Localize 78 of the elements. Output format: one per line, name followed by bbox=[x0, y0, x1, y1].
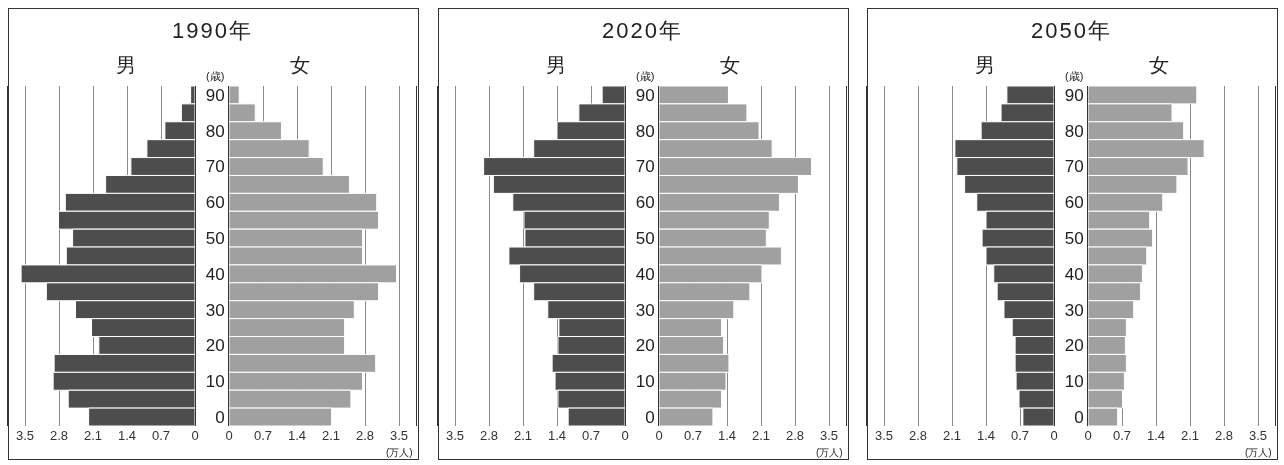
x-tick-label: 2.1 bbox=[83, 428, 103, 443]
x-tick-label: 2.1 bbox=[321, 428, 341, 443]
x-tick-label: 0.7 bbox=[683, 428, 703, 443]
y-tick-label: 0 bbox=[645, 408, 655, 427]
y-tick-label: 30 bbox=[205, 300, 225, 320]
x-tick-label: 2.8 bbox=[908, 428, 928, 443]
y-tick-label: 60 bbox=[1064, 193, 1084, 213]
series-label: 男 bbox=[546, 54, 566, 76]
x-tick-label: 0.7 bbox=[1112, 428, 1132, 443]
y-tick-label: 0 bbox=[1074, 408, 1084, 427]
y-tick-label: 50 bbox=[635, 229, 655, 249]
y-tick-label: 70 bbox=[1064, 157, 1084, 177]
y-tick-label: 10 bbox=[205, 372, 225, 392]
text: 男 bbox=[116, 54, 136, 76]
series-label: 男 bbox=[975, 54, 995, 76]
series-label: 女 bbox=[1149, 54, 1169, 76]
y-tick-label: 90 bbox=[205, 85, 225, 105]
x-tick-label: 2.8 bbox=[355, 428, 375, 443]
x-tick-label: 2.8 bbox=[49, 428, 69, 443]
x-tick-label: 1.4 bbox=[1146, 428, 1166, 443]
y-axis-title: (歳) bbox=[1065, 70, 1084, 82]
x-axis-title: (万人) bbox=[386, 447, 413, 458]
y-tick-label: 50 bbox=[1064, 229, 1084, 249]
y-tick-label: 70 bbox=[635, 157, 655, 177]
series-label: 女 bbox=[720, 54, 740, 76]
x-tick-label: 2.1 bbox=[1180, 428, 1200, 443]
x-tick-label: 2.8 bbox=[785, 428, 805, 443]
y-tick-label: 20 bbox=[1064, 336, 1084, 356]
chart-title: 2050年 bbox=[1030, 17, 1113, 45]
y-tick-label: 0 bbox=[215, 408, 225, 427]
y-tick-label: 40 bbox=[1064, 264, 1084, 284]
y-tick-label: 60 bbox=[635, 193, 655, 213]
y-tick-label: 20 bbox=[635, 336, 655, 356]
chart-title: 1990年 bbox=[171, 17, 254, 45]
x-tick-label: 2.1 bbox=[751, 428, 771, 443]
y-tick-label: 30 bbox=[635, 300, 655, 320]
y-tick-label: 10 bbox=[635, 372, 655, 392]
x-tick-label: 2.1 bbox=[513, 428, 533, 443]
y-tick-label: 30 bbox=[1064, 300, 1084, 320]
x-tick-label: 3.5 bbox=[15, 428, 35, 443]
y-tick-label: 10 bbox=[1064, 372, 1084, 392]
chart-title: 2020年 bbox=[601, 17, 684, 45]
y-tick-label: 20 bbox=[205, 336, 225, 356]
y-tick-label: 90 bbox=[1064, 85, 1084, 105]
x-tick-label: 1.4 bbox=[717, 428, 737, 443]
x-tick-label: 2.1 bbox=[942, 428, 962, 443]
x-tick-label: 1.4 bbox=[976, 428, 996, 443]
x-tick-label: 0 bbox=[191, 428, 199, 443]
y-tick-label: 50 bbox=[205, 229, 225, 249]
x-tick-label: 1.4 bbox=[117, 428, 137, 443]
x-tick-label: 1.4 bbox=[547, 428, 567, 443]
text: 女 bbox=[290, 54, 310, 76]
y-tick-label: 40 bbox=[635, 264, 655, 284]
y-tick-label: 80 bbox=[1064, 121, 1084, 141]
x-tick-label: 3.5 bbox=[874, 428, 894, 443]
y-tick-label: 80 bbox=[205, 121, 225, 141]
x-tick-label: 0.7 bbox=[253, 428, 273, 443]
y-tick-label: 90 bbox=[635, 85, 655, 105]
y-axis-title: (歳) bbox=[636, 70, 655, 82]
x-tick-label: 2.8 bbox=[479, 428, 499, 443]
x-tick-label: 0.7 bbox=[151, 428, 171, 443]
y-tick-label: 80 bbox=[635, 121, 655, 141]
y-tick-label: 60 bbox=[205, 193, 225, 213]
y-axis-title: (歳) bbox=[206, 70, 225, 82]
x-axis-title: (万人) bbox=[1245, 447, 1272, 458]
x-tick-label: 0 bbox=[1050, 428, 1058, 443]
y-tick-label: 40 bbox=[205, 264, 225, 284]
x-axis-title: (万人) bbox=[816, 447, 843, 458]
x-tick-label: 1.4 bbox=[287, 428, 307, 443]
x-tick-label: 0 bbox=[621, 428, 629, 443]
x-tick-label: 0.7 bbox=[1010, 428, 1030, 443]
x-tick-label: 3.5 bbox=[1248, 428, 1268, 443]
x-tick-label: 0.7 bbox=[581, 428, 601, 443]
x-tick-label: 2.8 bbox=[1214, 428, 1234, 443]
x-tick-label: 3.5 bbox=[819, 428, 839, 443]
y-tick-label: 70 bbox=[205, 157, 225, 177]
x-tick-label: 3.5 bbox=[445, 428, 465, 443]
x-tick-label: 3.5 bbox=[389, 428, 409, 443]
